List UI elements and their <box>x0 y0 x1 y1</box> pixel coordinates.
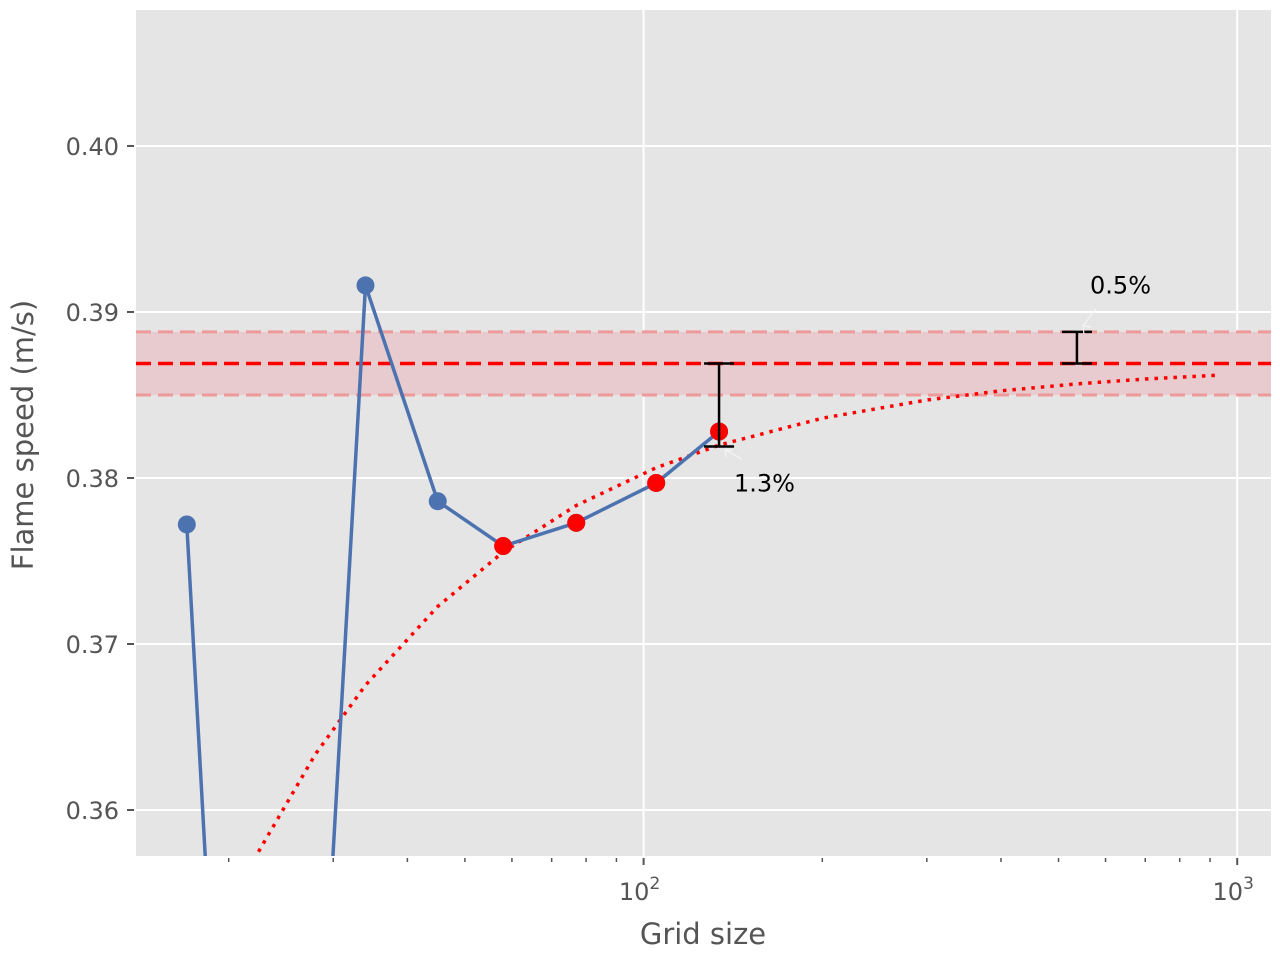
gridlines <box>136 10 1271 856</box>
y-tick-label: 0.38 <box>66 465 119 493</box>
error-bars: 1.3% 0.5% <box>704 272 1151 497</box>
annotation-arrow <box>724 448 743 460</box>
annotation-arrowhead <box>1082 325 1092 334</box>
x-tick-label: 102 <box>619 874 660 906</box>
annotation-arrowhead <box>724 448 734 458</box>
y-tick-label: 0.40 <box>66 133 119 161</box>
error-bar-label: 1.3% <box>734 469 795 497</box>
x-axis-label: Grid size <box>640 917 766 951</box>
data-point-marker <box>428 492 447 511</box>
data-point-marker <box>356 276 375 295</box>
fit-point-marker <box>494 537 513 556</box>
error-bar-label: 0.5% <box>1090 272 1151 300</box>
y-tick-label: 0.37 <box>66 631 119 659</box>
fit-point-marker <box>567 513 586 532</box>
y-tick-label: 0.36 <box>66 797 119 825</box>
x-tick-label: 103 <box>1213 874 1254 906</box>
band-fill <box>136 331 1271 395</box>
data-point-marker <box>177 515 196 534</box>
plot-area <box>136 10 1271 856</box>
data-series <box>177 276 1219 856</box>
fit-point-marker <box>647 473 666 492</box>
fit-curve <box>253 373 1219 856</box>
uncertainty-band <box>136 330 1271 397</box>
axis-ticks: 0.36 0.37 0.38 0.39 0.40 102 103 <box>66 133 1254 906</box>
annotation-arrow <box>1082 308 1097 327</box>
y-tick-label: 0.39 <box>66 299 119 327</box>
y-axis-label: Flame speed (m/s) <box>6 300 40 570</box>
